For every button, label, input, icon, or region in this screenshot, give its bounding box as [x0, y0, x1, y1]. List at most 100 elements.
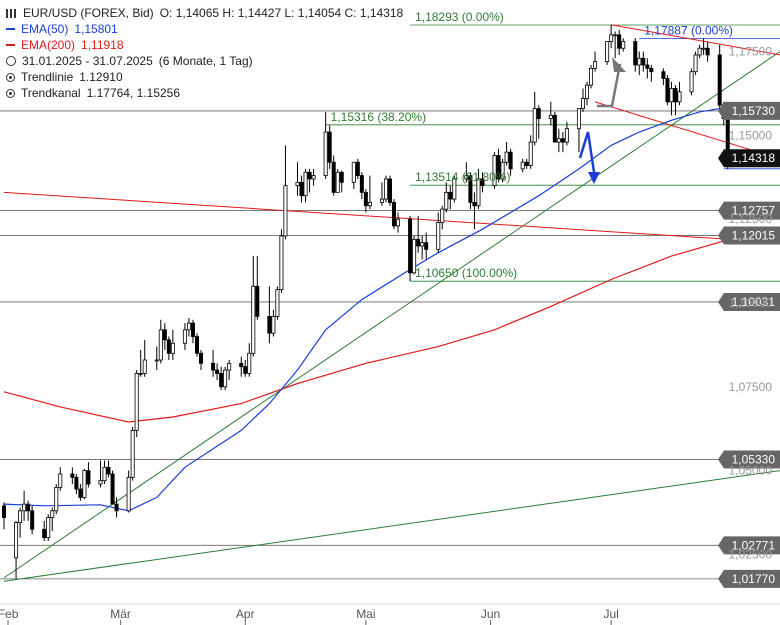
x-tick-label: Apr	[236, 607, 255, 621]
channel-label: Trendkanal	[21, 86, 81, 100]
candle-body	[564, 128, 569, 143]
candle-body	[504, 151, 509, 163]
candle-body	[408, 218, 413, 274]
channel-value: 1.17764, 1.15256	[86, 86, 181, 100]
candle-body	[303, 171, 308, 197]
long-resistance	[3, 191, 780, 244]
candle-body	[114, 503, 119, 512]
candles-layer	[2, 24, 734, 579]
candle-body	[617, 34, 622, 49]
ema200-label: EMA(200)	[21, 38, 76, 52]
trendline-value: 1.12910	[79, 70, 123, 84]
legend-ema200-row[interactable]: EMA(200) 1,11918	[6, 37, 403, 53]
fibonacci-label: 1,13514 (61.80%)	[415, 170, 510, 184]
level-badge	[718, 101, 780, 120]
candle-body	[701, 47, 706, 50]
candle-body	[186, 322, 191, 331]
chart-legend: EUR/USD (FOREX, Bid) O: 1,14065 H: 1,144…	[6, 5, 403, 101]
candle-body	[552, 114, 557, 143]
candle-body	[605, 41, 610, 63]
candle-body	[363, 191, 368, 207]
candle-body	[355, 161, 360, 177]
candle-body	[472, 202, 477, 207]
candle-body	[166, 339, 171, 354]
level-badge-label: 1,01770	[732, 572, 776, 586]
candle-body	[412, 238, 417, 274]
candle-body	[26, 503, 31, 512]
candle-body	[387, 178, 392, 203]
candle-body	[633, 41, 638, 66]
candle-body	[82, 470, 87, 498]
candle-body	[532, 108, 537, 143]
y-tick-label: 1,10000	[729, 296, 773, 310]
y-tick-label: 1,07500	[729, 380, 773, 394]
candle-body	[496, 155, 501, 180]
candle-body	[585, 84, 590, 99]
level-badge-label: 1,10031	[732, 295, 776, 309]
fibonacci-label: 1,10650 (100.00%)	[415, 266, 517, 280]
level-badge-label: 1,12015	[732, 228, 776, 242]
candle-body	[649, 67, 654, 73]
candle-body	[613, 34, 618, 37]
candle-body	[468, 175, 473, 203]
candle-body	[295, 181, 300, 187]
candle-body	[194, 336, 199, 354]
x-tick-label: Mär	[110, 607, 131, 621]
bearish-projection-arrow	[578, 131, 596, 173]
level-badge	[718, 292, 780, 311]
candle-body	[609, 34, 614, 42]
trend-support-flat	[3, 470, 780, 582]
candle-body	[500, 161, 505, 180]
candle-body	[50, 510, 55, 518]
candle-body	[223, 369, 228, 388]
candle-body	[2, 505, 7, 518]
candle-body	[311, 175, 316, 180]
axes-layer: 1,17500 1,15000 1,12500 1,10000 1,07500 1,050…	[0, 45, 780, 625]
level-badge	[718, 201, 780, 220]
fibonacci-label: 1,15316 (38.20%)	[331, 110, 426, 124]
fibonacci-label: 1,17887 (0.00%)	[644, 24, 733, 38]
candle-body	[645, 64, 650, 69]
candle-body	[548, 114, 553, 120]
candle-body	[476, 178, 481, 207]
candle-body	[444, 191, 449, 210]
candle-body	[130, 429, 135, 478]
candle-body	[673, 88, 678, 103]
candle-body	[379, 198, 384, 203]
y-tick-label: 1,17500	[729, 45, 773, 59]
trendline-label: Trendlinie	[21, 70, 74, 84]
candle-body	[528, 141, 533, 166]
candle-body	[211, 362, 216, 371]
candle-body	[593, 61, 598, 69]
candle-body	[637, 57, 642, 66]
legend-period-row: 31.01.2025 - 31.07.2025 (6 Monate, 1 Tag…	[6, 53, 403, 69]
candle-body	[661, 71, 666, 79]
level-badge	[718, 569, 780, 588]
candle-body	[18, 510, 23, 523]
legend-ema50-row[interactable]: EMA(50) 1,15801	[6, 21, 403, 37]
candle-body	[331, 161, 336, 193]
candle-body	[440, 208, 445, 223]
candle-body	[416, 238, 421, 247]
candle-body	[182, 329, 187, 344]
y-tick-label: 1,05000	[729, 464, 773, 478]
candle-body	[142, 359, 147, 374]
moving-averages-layer	[3, 107, 732, 512]
candle-body	[243, 366, 248, 374]
level-badge	[718, 536, 780, 555]
legend-channel-row[interactable]: Trendkanal 1.17764, 1.15256	[6, 85, 403, 101]
legend-trendline-row[interactable]: Trendlinie 1.12910	[6, 69, 403, 85]
candle-body	[134, 372, 139, 431]
candle-body	[30, 510, 35, 530]
arrow-head-icon	[588, 172, 600, 184]
candle-body	[436, 222, 441, 250]
candle-body	[279, 235, 284, 290]
candle-body	[359, 175, 364, 193]
candle-body	[251, 285, 256, 354]
candle-body	[106, 466, 111, 475]
level-badge-label: 1,02771	[732, 538, 776, 552]
candle-body	[267, 316, 272, 334]
x-tick-label: Mai	[356, 607, 375, 621]
candle-body	[717, 54, 722, 106]
